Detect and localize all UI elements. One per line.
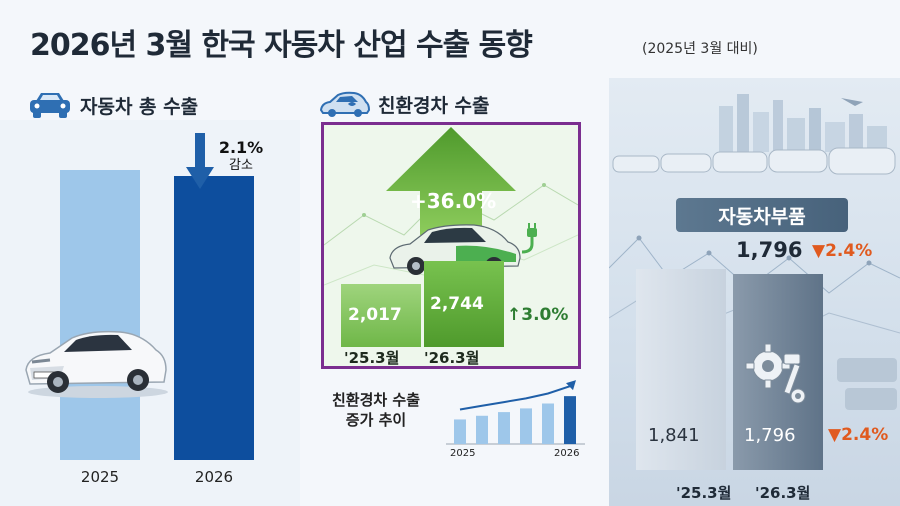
gear-icon (745, 343, 806, 404)
bar-parts-2025-03 (636, 269, 726, 470)
trend-xlabel-start: 2025 (450, 448, 475, 459)
total-decline-annotation: 2.1% 감소 (210, 138, 272, 174)
eco-exports-panel: +36.0% 2,017 2,744 ↑3.0% '25.3월 '26.3월 (321, 122, 581, 369)
trend-bar (454, 419, 466, 444)
eco-xlabel-2025-03: '25.3월 (344, 349, 400, 367)
down-triangle-icon-2: ▼ (828, 425, 842, 445)
eco-side-change-value: 3.0% (521, 305, 569, 325)
auto-parts-title: 자동차부품 (676, 198, 848, 232)
total-exports-heading: 자동차 총 수출 (28, 90, 198, 120)
parts-side-change-value: 2.4% (841, 425, 889, 445)
parts-value-2026-03: 1,796 (744, 425, 796, 446)
page-title: 2026년 3월 한국 자동차 산업 수출 동향 (30, 28, 533, 63)
bar-total-2025 (60, 170, 140, 460)
bar-eco-2025-03 (341, 283, 421, 347)
trend-bar (476, 415, 488, 444)
eco-xlabel-2026-03: '26.3월 (424, 349, 480, 367)
xlabel-total-2026: 2026 (194, 468, 234, 486)
eco-car-icon (319, 91, 370, 117)
parts-headline-change: ▼2.4% (812, 241, 872, 261)
eco-value-2025-03: 2,017 (348, 305, 402, 326)
trend-chart: 2025 2026 (446, 380, 585, 459)
eco-side-change: ↑3.0% (507, 305, 568, 325)
parts-headline-value: 1,796 (736, 238, 803, 262)
trend-bar (520, 408, 532, 444)
white-sedan-image (25, 330, 168, 398)
down-triangle-icon: ▼ (812, 241, 826, 261)
bar-total-2026 (174, 176, 254, 460)
trend-title-line2: 증가 추이 (345, 411, 407, 430)
eco-exports-title: 친환경차 수출 (378, 94, 490, 117)
parts-headline-change-value: 2.4% (825, 241, 873, 261)
xlabel-total-2025: 2025 (80, 468, 120, 486)
trend-bar (542, 403, 554, 444)
trend-bar (498, 412, 510, 444)
parts-value-2025-03: 1,841 (648, 425, 700, 446)
car-icon (30, 93, 70, 118)
total-decline-label: 감소 (229, 158, 253, 173)
down-arrow-icon (186, 133, 214, 189)
eco-value-2026-03: 2,744 (430, 293, 484, 314)
trend-xlabel-end: 2026 (554, 448, 579, 459)
trend-title: 친환경차 수출 증가 추이 (316, 390, 436, 431)
eco-growth-label: +36.0% (410, 189, 497, 213)
growth-arrow-icon (386, 127, 516, 235)
page-subtitle: (2025년 3월 대비) (642, 41, 758, 57)
parts-side-change: ▼2.4% (828, 425, 888, 445)
total-exports-title: 자동차 총 수출 (80, 95, 199, 118)
trend-title-line1: 친환경차 수출 (331, 391, 421, 409)
parts-xlabel-2026-03: '26.3월 (755, 484, 811, 502)
trend-bar (564, 396, 576, 444)
total-exports-panel (0, 120, 300, 506)
bar-eco-2026-03 (424, 260, 504, 347)
eco-exports-heading: 친환경차 수출 (318, 90, 490, 118)
up-arrow-icon: ↑ (507, 305, 522, 325)
green-ev-car-image (389, 223, 537, 275)
total-decline-value: 2.1% (218, 138, 264, 157)
parts-xlabel-2025-03: '25.3월 (676, 484, 732, 502)
